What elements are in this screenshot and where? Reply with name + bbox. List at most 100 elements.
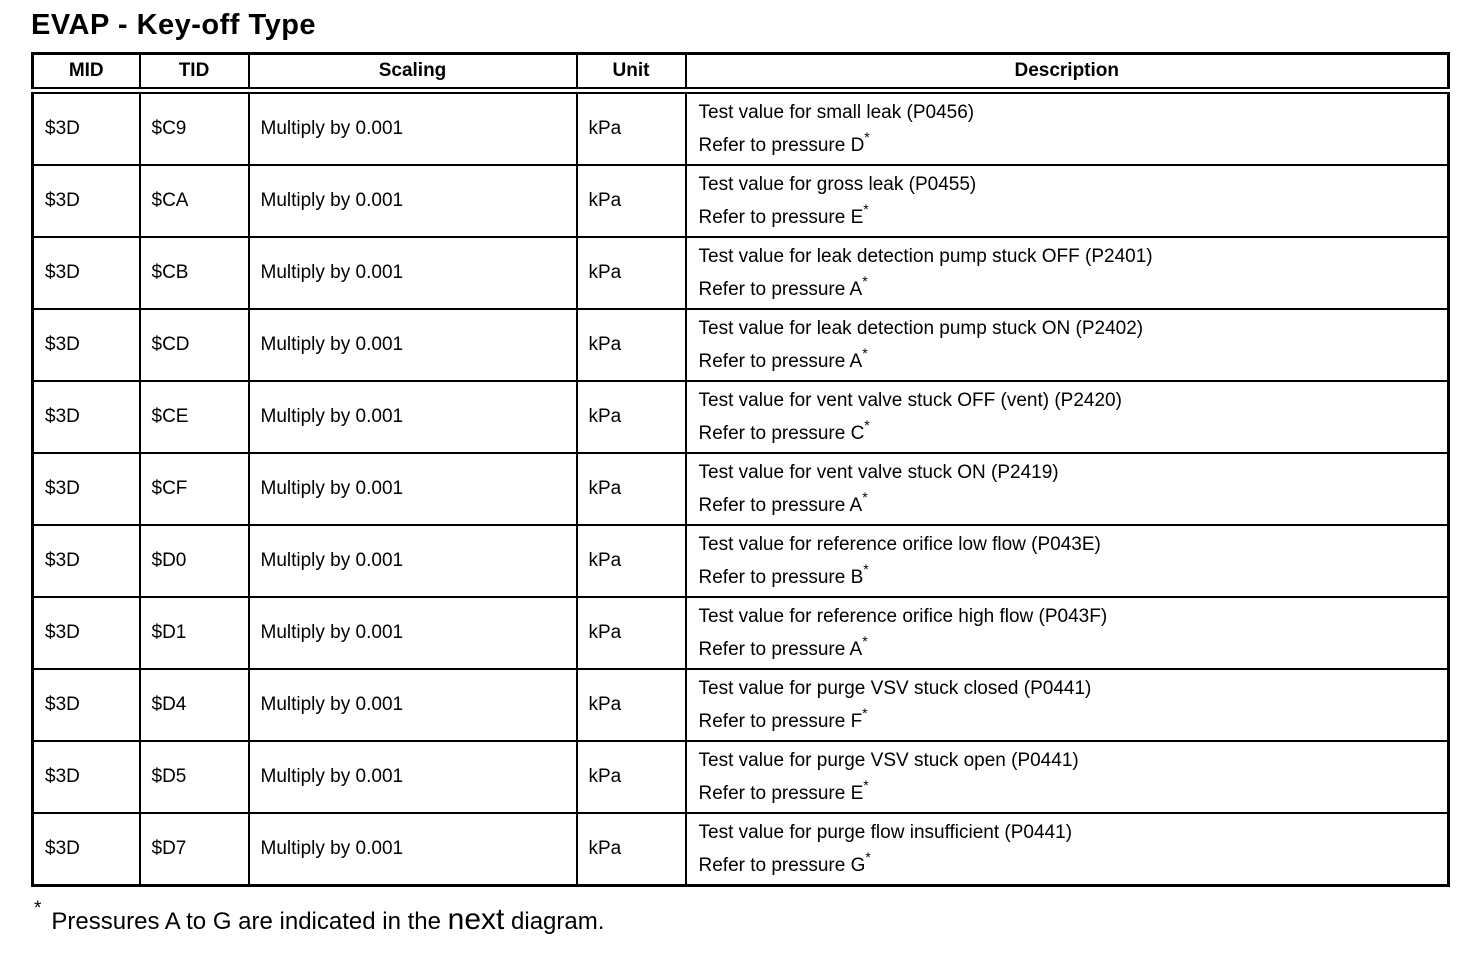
table-body: $3D $C9 Multiply by 0.001 kPa Test value…: [31, 89, 1450, 887]
tid-cell: $CA: [138, 164, 250, 238]
refer-text: Refer to pressure A: [698, 351, 863, 372]
description-line-1: Test value for reference orifice low flo…: [698, 534, 1101, 555]
description-line-1: Test value for purge flow insufficient (…: [698, 822, 1073, 843]
mid-cell: $3D: [31, 740, 141, 814]
scaling-cell: Multiply by 0.001: [247, 596, 578, 670]
footnote-asterisk-icon: *: [863, 777, 869, 793]
mid-cell: $3D: [31, 89, 141, 166]
footnote-asterisk-icon: *: [862, 489, 868, 505]
footnote-asterisk-icon: *: [863, 561, 869, 577]
header-tid: TID: [138, 52, 250, 94]
description-line-1: Test value for purge VSV stuck closed (P…: [698, 678, 1092, 699]
refer-text: Refer to pressure B: [698, 567, 864, 588]
footnote-asterisk-icon: *: [862, 345, 868, 361]
description-line-1: Test value for vent valve stuck OFF (ven…: [698, 390, 1122, 411]
header-unit: Unit: [575, 52, 687, 94]
description-cell: Test value for purge VSV stuck open (P04…: [684, 740, 1450, 814]
description-line-2: Refer to pressure E*: [699, 777, 1444, 810]
tid-cell: $CE: [138, 380, 250, 454]
refer-text: Refer to pressure A: [698, 279, 863, 300]
description-cell: Test value for leak detection pump stuck…: [684, 308, 1450, 382]
description-line-2: Refer to pressure A*: [699, 273, 1444, 306]
scaling-cell: Multiply by 0.001: [247, 380, 578, 454]
description-line-1: Test value for purge VSV stuck open (P04…: [698, 750, 1079, 771]
tid-cell: $D1: [138, 596, 250, 670]
description-line-2: Refer to pressure A*: [699, 489, 1444, 522]
unit-cell: kPa: [575, 812, 687, 887]
description-line-2: Refer to pressure G*: [699, 849, 1444, 882]
footnote-asterisk-icon: *: [862, 273, 868, 289]
description-cell: Test value for vent valve stuck OFF (ven…: [684, 380, 1450, 454]
description-cell: Test value for gross leak (P0455) Refer …: [684, 164, 1450, 238]
table-row: $3D $CE Multiply by 0.001 kPa Test value…: [31, 380, 1450, 454]
table-row: $3D $CA Multiply by 0.001 kPa Test value…: [31, 164, 1450, 238]
footnote-asterisk-icon: *: [863, 201, 869, 217]
header-scaling: Scaling: [247, 52, 578, 94]
scaling-cell: Multiply by 0.001: [247, 236, 578, 310]
scaling-cell: Multiply by 0.001: [247, 524, 578, 598]
refer-text: Refer to pressure E: [698, 783, 864, 804]
description-line-2: Refer to pressure F*: [699, 705, 1444, 738]
scaling-cell: Multiply by 0.001: [247, 668, 578, 742]
table-row: $3D $CB Multiply by 0.001 kPa Test value…: [31, 236, 1450, 310]
description-line-2: Refer to pressure A*: [699, 345, 1444, 378]
description-cell: Test value for purge VSV stuck closed (P…: [684, 668, 1450, 742]
mid-cell: $3D: [31, 596, 141, 670]
table-row: $3D $D1 Multiply by 0.001 kPa Test value…: [31, 596, 1450, 670]
mid-cell: $3D: [31, 236, 141, 310]
unit-cell: kPa: [575, 380, 687, 454]
refer-text: Refer to pressure F: [698, 711, 863, 732]
tid-cell: $CB: [138, 236, 250, 310]
header-description: Description: [684, 52, 1450, 94]
table-row: $3D $CF Multiply by 0.001 kPa Test value…: [31, 452, 1450, 526]
scaling-cell: Multiply by 0.001: [247, 812, 578, 887]
mid-cell: $3D: [31, 308, 141, 382]
footnote-text-after: diagram.: [504, 908, 605, 935]
description-cell: Test value for small leak (P0456) Refer …: [684, 89, 1450, 166]
tid-cell: $D0: [138, 524, 250, 598]
description-cell: Test value for purge flow insufficient (…: [684, 812, 1450, 887]
scaling-cell: Multiply by 0.001: [247, 89, 578, 166]
refer-text: Refer to pressure C: [698, 423, 865, 444]
tid-cell: $D4: [138, 668, 250, 742]
table-row: $3D $C9 Multiply by 0.001 kPa Test value…: [31, 89, 1450, 166]
table-row: $3D $D4 Multiply by 0.001 kPa Test value…: [31, 668, 1450, 742]
footnote-asterisk-icon: *: [34, 898, 42, 919]
description-line-2: Refer to pressure A*: [699, 633, 1444, 666]
table-row: $3D $D7 Multiply by 0.001 kPa Test value…: [31, 812, 1450, 887]
refer-text: Refer to pressure D: [698, 135, 865, 156]
scaling-cell: Multiply by 0.001: [247, 308, 578, 382]
footnote-asterisk-icon: *: [864, 129, 870, 145]
description-cell: Test value for reference orifice high fl…: [684, 596, 1450, 670]
scaling-cell: Multiply by 0.001: [247, 740, 578, 814]
mid-cell: $3D: [31, 164, 141, 238]
unit-cell: kPa: [575, 668, 687, 742]
footnote-emphasis: next: [447, 903, 505, 936]
table-header-row: MID TID Scaling Unit Description: [31, 52, 1450, 94]
unit-cell: kPa: [575, 596, 687, 670]
mid-cell: $3D: [31, 452, 141, 526]
table-row: $3D $CD Multiply by 0.001 kPa Test value…: [31, 308, 1450, 382]
mid-cell: $3D: [31, 380, 141, 454]
description-line-1: Test value for small leak (P0456): [698, 102, 975, 123]
refer-text: Refer to pressure A: [698, 495, 863, 516]
unit-cell: kPa: [575, 89, 687, 166]
tid-cell: $D5: [138, 740, 250, 814]
tid-cell: $CF: [138, 452, 250, 526]
description-line-2: Refer to pressure C*: [699, 417, 1444, 450]
description-cell: Test value for vent valve stuck ON (P241…: [684, 452, 1450, 526]
unit-cell: kPa: [575, 308, 687, 382]
table-row: $3D $D5 Multiply by 0.001 kPa Test value…: [31, 740, 1450, 814]
tid-cell: $CD: [138, 308, 250, 382]
tid-cell: $D7: [138, 812, 250, 887]
description-line-2: Refer to pressure B*: [699, 561, 1444, 594]
scaling-cell: Multiply by 0.001: [247, 452, 578, 526]
tid-cell: $C9: [138, 89, 250, 166]
description-line-1: Test value for leak detection pump stuck…: [698, 318, 1144, 339]
description-line-1: Test value for reference orifice high fl…: [698, 606, 1108, 627]
unit-cell: kPa: [575, 164, 687, 238]
refer-text: Refer to pressure E: [698, 207, 864, 228]
description-cell: Test value for leak detection pump stuck…: [684, 236, 1450, 310]
page-title: EVAP - Key-off Type: [31, 9, 317, 41]
footnote-text-before: Pressures A to G are indicated in the: [51, 908, 448, 935]
